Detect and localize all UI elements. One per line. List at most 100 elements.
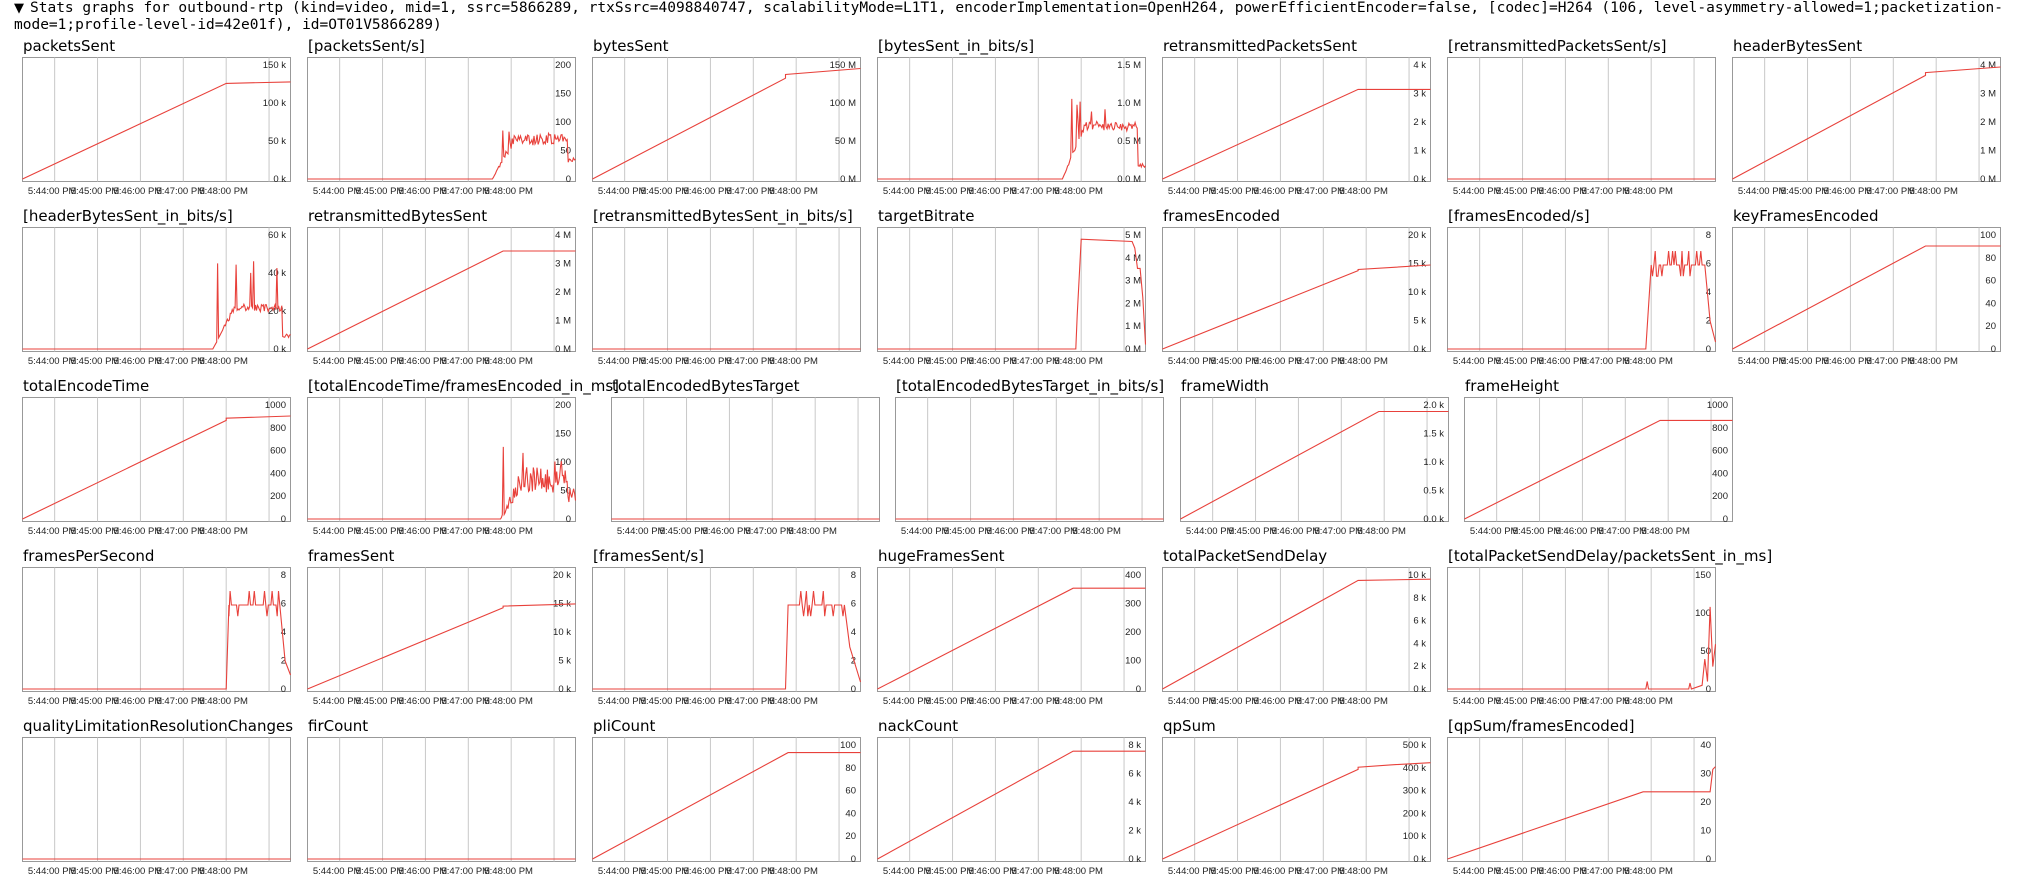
y-tick-label: 4 xyxy=(851,627,856,638)
x-tick-label: 5:47:00 PM xyxy=(1297,356,1346,367)
graph-title: retransmittedPacketsSent xyxy=(1163,37,1357,55)
x-tick-label: 5:47:00 PM xyxy=(1012,696,1061,707)
y-tick-label: 50 xyxy=(560,486,571,497)
plot-area xyxy=(1447,57,1716,182)
graph-title: [framesEncoded/s] xyxy=(1448,207,1590,225)
y-tick-label: 2 xyxy=(851,656,856,667)
y-tick-label: 2 xyxy=(281,656,286,667)
x-tick-label: 5:47:00 PM xyxy=(442,866,491,877)
y-tick-label: 200 xyxy=(555,400,571,411)
x-tick-label: 5:45:00 PM xyxy=(926,696,975,707)
y-tick-label: 80 xyxy=(845,763,856,774)
x-tick-label: 5:45:00 PM xyxy=(356,526,405,537)
x-tick-label: 5:45:00 PM xyxy=(1496,356,1545,367)
plot-area xyxy=(877,57,1146,182)
x-tick-label: 5:47:00 PM xyxy=(1012,866,1061,877)
graph-title: packetsSent xyxy=(23,37,116,55)
y-tick-label: 2 xyxy=(1706,316,1711,327)
x-tick-label: 5:46:00 PM xyxy=(969,866,1018,877)
y-tick-label: 50 xyxy=(1700,646,1711,657)
graph-title: hugeFramesSent xyxy=(878,547,1005,565)
graph-canvas: 5:44:00 PM5:45:00 PM5:46:00 PM5:47:00 PM… xyxy=(22,397,291,537)
stats-graph: framesSent 5:44:00 PM 5:45:00 PM 5:46:00 PM… xyxy=(307,547,582,715)
graph-canvas: 5:44:00 PM5:45:00 PM5:46:00 PM5:47:00 PM… xyxy=(877,227,1147,367)
y-tick-label: 4 xyxy=(1706,287,1711,298)
stats-graph: totalEncodeTime 5:44:00 PM 5:45:00 PM 5:46:… xyxy=(22,377,297,545)
y-tick-label: 0.5 M xyxy=(1117,136,1141,147)
plot-area xyxy=(877,567,1146,692)
y-tick-label: 100 M xyxy=(830,98,856,109)
x-tick-label: 5:47:00 PM xyxy=(746,526,795,537)
x-tick-label: 5:46:00 PM xyxy=(1254,866,1303,877)
x-tick-label: 5:48:00 PM xyxy=(199,356,248,367)
stats-graph: totalPacketSendDelay 5:44:00 PM 5:45:00 PM… xyxy=(1162,547,1437,715)
x-tick-label: 5:48:00 PM xyxy=(769,696,818,707)
x-tick-label: 5:47:00 PM xyxy=(1315,526,1364,537)
y-tick-label: 6 xyxy=(1706,259,1711,270)
stats-graph: [bytesSent_in_bits/s] 5:44:00 PM 5:45:00 P… xyxy=(877,37,1152,205)
x-tick-label: 5:45:00 PM xyxy=(1781,356,1830,367)
series-line xyxy=(22,590,292,690)
y-tick-label: 60 xyxy=(845,786,856,797)
y-tick-label: 100 xyxy=(555,117,571,128)
x-tick-label: 5:46:00 PM xyxy=(684,186,733,197)
y-tick-label: 100 xyxy=(1125,656,1141,667)
stats-graphs-summary-toggle[interactable]: ▼ Stats graphs for outbound-rtp (kind=vid… xyxy=(14,0,2014,34)
x-tick-label: 5:45:00 PM xyxy=(71,696,120,707)
plot-area xyxy=(1464,397,1733,522)
x-tick-label: 5:44:00 PM xyxy=(28,866,77,877)
y-tick-label: 1.5 k xyxy=(1423,429,1444,440)
series-line xyxy=(22,415,291,520)
stats-graph: [retransmittedBytesSent_in_bits/s] 5:44:0… xyxy=(592,207,867,375)
x-tick-label: 5:46:00 PM xyxy=(399,356,448,367)
x-tick-label: 5:47:00 PM xyxy=(1297,186,1346,197)
x-tick-label: 5:48:00 PM xyxy=(1641,526,1690,537)
series-line xyxy=(1464,419,1733,520)
x-tick-label: 5:44:00 PM xyxy=(313,186,362,197)
y-tick-label: 100 k xyxy=(263,98,286,109)
plot-area xyxy=(22,397,291,522)
stats-graph: framesPerSecond 5:44:00 PM 5:45:00 PM 5:46:… xyxy=(22,547,297,715)
y-tick-label: 0 k xyxy=(1413,684,1426,695)
x-tick-label: 5:47:00 PM xyxy=(1582,186,1631,197)
x-tick-label: 5:44:00 PM xyxy=(28,356,77,367)
x-tick-label: 5:48:00 PM xyxy=(1054,866,1103,877)
graph-title: nackCount xyxy=(878,717,959,735)
y-tick-label: 10 xyxy=(1700,826,1711,837)
graph-title: [framesSent/s] xyxy=(593,547,705,565)
y-tick-label: 20 xyxy=(845,831,856,842)
x-tick-label: 5:44:00 PM xyxy=(1738,186,1787,197)
plot-area xyxy=(22,57,291,182)
y-tick-label: 0 M xyxy=(555,344,571,355)
stats-graph: hugeFramesSent 5:44:00 PM 5:45:00 PM 5:46:0… xyxy=(877,547,1152,715)
y-tick-label: 50 xyxy=(560,146,571,157)
y-tick-label: 20 k xyxy=(1408,230,1426,241)
y-tick-label: 6 xyxy=(851,599,856,610)
y-tick-label: 8 xyxy=(851,570,856,581)
triangle-down-icon: ▼ xyxy=(14,1,24,16)
graph-canvas: 5:44:00 PM5:45:00 PM5:46:00 PM5:47:00 PM… xyxy=(1162,567,1431,707)
x-tick-label: 5:48:00 PM xyxy=(1339,866,1388,877)
x-tick-label: 5:46:00 PM xyxy=(1539,696,1588,707)
graph-canvas: 5:44:00 PM5:45:00 PM5:46:00 PM5:47:00 PM… xyxy=(307,397,577,537)
series-line xyxy=(1732,245,2001,350)
series-line xyxy=(307,250,576,350)
y-tick-label: 100 xyxy=(840,740,856,751)
y-tick-label: 2 M xyxy=(555,287,571,298)
x-tick-label: 5:46:00 PM xyxy=(399,866,448,877)
x-tick-label: 5:47:00 PM xyxy=(157,186,206,197)
y-tick-label: 0 M xyxy=(1125,344,1141,355)
y-tick-label: 0 xyxy=(851,684,856,695)
x-tick-label: 5:47:00 PM xyxy=(1599,526,1648,537)
y-tick-label: 40 xyxy=(1985,298,1996,309)
x-tick-label: 5:47:00 PM xyxy=(1582,356,1631,367)
stats-graph: [totalEncodeTime/framesEncoded_in_ms] 5:4… xyxy=(307,377,619,545)
x-tick-label: 5:47:00 PM xyxy=(1582,696,1631,707)
plot-area xyxy=(22,737,291,862)
x-tick-label: 5:48:00 PM xyxy=(1624,866,1673,877)
x-tick-label: 5:46:00 PM xyxy=(969,186,1018,197)
graph-canvas: 5:44:00 PM5:45:00 PM5:46:00 PM5:47:00 PM… xyxy=(592,737,861,877)
y-tick-label: 3 M xyxy=(1125,276,1141,287)
y-tick-label: 150 xyxy=(555,89,571,100)
x-tick-label: 5:46:00 PM xyxy=(1254,186,1303,197)
